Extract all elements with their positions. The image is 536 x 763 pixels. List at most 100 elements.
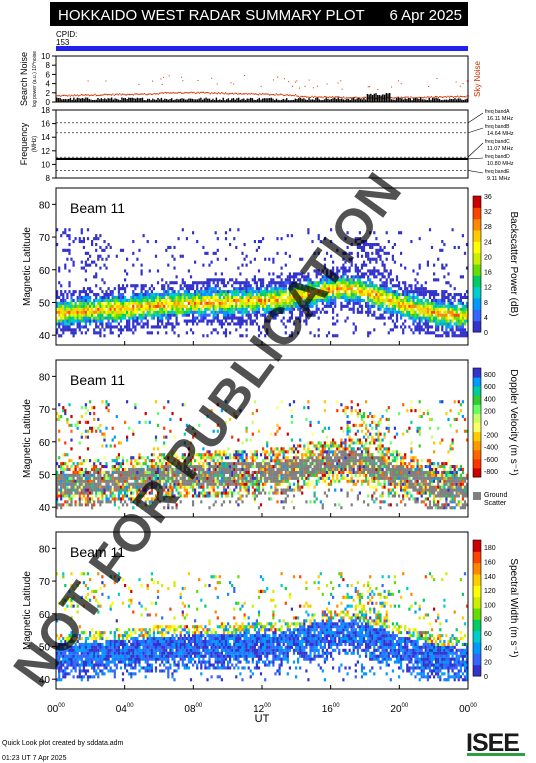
rti-cell [140, 307, 143, 311]
rti-cell [68, 423, 71, 427]
rti-cell [212, 278, 215, 282]
rti-cell [272, 272, 275, 276]
rti-cell [68, 476, 71, 480]
rti-cell [412, 310, 415, 314]
rti-cell [103, 307, 106, 311]
rti-cell [115, 479, 118, 483]
rti-cell [447, 272, 450, 276]
search-noise-bar [299, 97, 302, 102]
search-noise-bar [131, 97, 133, 102]
rti-cell [237, 322, 240, 326]
rti-cell [105, 310, 108, 314]
rti-cell [128, 482, 131, 486]
rti-cell [64, 266, 67, 270]
rti-cell [58, 491, 61, 495]
rti-cell [189, 304, 193, 308]
rti-cell [64, 409, 67, 413]
rti-cell [142, 287, 145, 291]
sky-noise-point [299, 96, 301, 98]
rti-cell [393, 307, 396, 311]
rti-cell [214, 298, 217, 302]
rti-cell [342, 304, 345, 308]
sky-noise-point [186, 92, 188, 94]
rti-cell [249, 456, 252, 460]
rti-cell [103, 476, 106, 480]
rti-cell [204, 304, 207, 308]
rti-cell [282, 450, 285, 454]
rti-cell [159, 310, 162, 314]
rti-cell [264, 307, 267, 311]
rti-cell [365, 251, 368, 255]
rti-cell [369, 307, 372, 311]
rti-cell [181, 307, 184, 311]
sky-noise-point [283, 78, 285, 80]
rti-cell [134, 462, 137, 466]
rti-cell [76, 325, 79, 329]
rti-cell [66, 482, 69, 486]
rti-cell [426, 325, 429, 329]
search-noise-bar [80, 98, 82, 102]
search-noise-bar [440, 100, 442, 102]
sky-noise-point [461, 95, 463, 98]
rti-cell [358, 269, 361, 273]
search-noise-bar [322, 100, 324, 102]
rti-cell [449, 307, 452, 311]
rti-cell [142, 234, 145, 238]
sky-noise-point [436, 78, 438, 80]
rti-cell [86, 319, 90, 323]
rti-cell [93, 331, 96, 335]
rti-cell [185, 331, 188, 335]
rti-cell [183, 313, 186, 317]
search-noise-bar [313, 99, 315, 102]
rti-cell [173, 313, 176, 317]
rti-cell [282, 316, 285, 320]
rti-cell [251, 420, 254, 424]
rti-cell [144, 488, 147, 492]
rti-cell [241, 251, 244, 255]
rti-cell [317, 298, 320, 302]
rti-cell [356, 269, 359, 273]
rti-cell [360, 245, 364, 249]
rti-cell [346, 290, 349, 294]
rti-cell [119, 307, 123, 311]
rti-cell [284, 278, 287, 282]
sky-noise-point [233, 83, 235, 85]
sky-noise-point [205, 91, 207, 94]
sky-noise-point [406, 96, 408, 98]
rti-cell [266, 293, 269, 297]
rti-cell [72, 322, 75, 326]
rti-cell [72, 260, 75, 264]
rti-cell [393, 243, 396, 247]
rti-cell [373, 295, 376, 299]
rti-cell [224, 328, 228, 332]
rti-cell [204, 307, 207, 311]
rti-cell [62, 313, 65, 317]
rti-cell [84, 491, 87, 495]
rti-cell [377, 272, 380, 276]
rti-cell [379, 316, 382, 320]
rti-cell [64, 500, 67, 504]
rti-cell [140, 470, 143, 474]
rti-cell [80, 467, 83, 471]
rti-cell [307, 231, 310, 235]
rti-cell [101, 319, 104, 323]
rti-cell [138, 497, 141, 501]
rti-cell [56, 470, 59, 474]
rti-cell [72, 304, 75, 308]
rti-cell [266, 331, 269, 335]
sky-noise-point [337, 82, 339, 84]
rti-cell [387, 275, 390, 279]
rti-cell [270, 476, 273, 480]
rti-cell [251, 295, 254, 299]
rti-cell [426, 263, 429, 267]
rti-cell [348, 301, 351, 305]
rti-cell [224, 293, 228, 297]
rti-cell [167, 310, 170, 314]
rti-cell [305, 319, 308, 323]
rti-cell [270, 456, 273, 460]
rti-cell [111, 497, 114, 501]
rti-cell [140, 272, 143, 276]
rti-cell [459, 307, 462, 311]
rti-cell [212, 281, 215, 285]
rti-cell [66, 488, 69, 492]
